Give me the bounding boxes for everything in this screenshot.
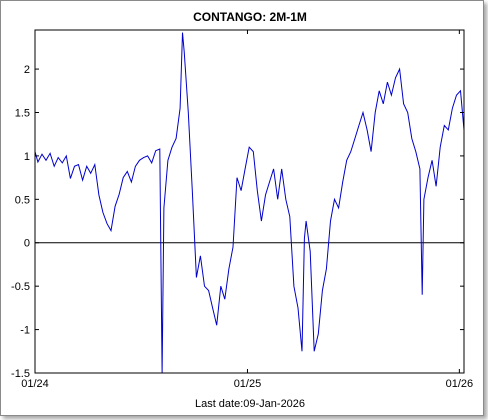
x-tick-label: 01/25: [234, 378, 262, 390]
x-tick-label: 01/24: [21, 378, 49, 390]
y-axis: -1.5 -1 -0.5 0 0.5 1 1.5 2: [11, 64, 464, 380]
x-axis: 01/24 01/25 01/26: [21, 30, 473, 390]
y-tick-label: -1.5: [11, 368, 30, 380]
y-tick-label: 1: [24, 151, 30, 163]
chart-title: CONTANGO: 2M-1M: [193, 10, 307, 24]
y-tick-label: 0: [24, 238, 30, 250]
y-tick-label: -1: [20, 325, 30, 337]
plot-border: [34, 29, 465, 374]
x-tick-label: 01/26: [446, 378, 474, 390]
y-tick-label: 0.5: [15, 194, 30, 206]
y-tick-label: 2: [24, 64, 30, 76]
y-tick-label: -0.5: [11, 281, 30, 293]
y-tick-label: 1.5: [15, 107, 30, 119]
series-line: [34, 32, 465, 374]
plot-area: [35, 30, 464, 373]
last-date-label: Last date:09-Jan-2026: [195, 398, 305, 410]
